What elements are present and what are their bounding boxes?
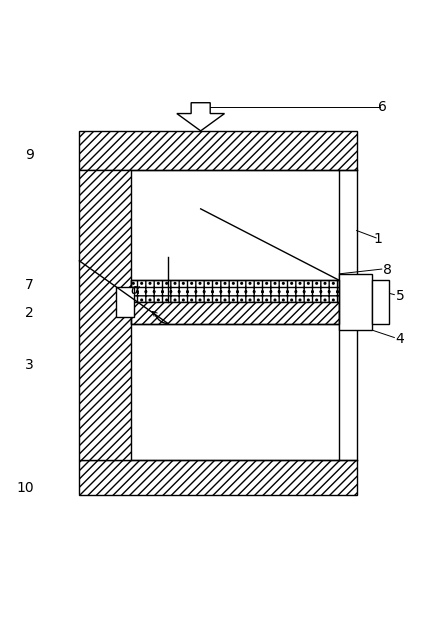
Text: 7: 7 bbox=[25, 278, 34, 292]
Bar bbox=[79, 460, 357, 495]
Bar bbox=[131, 280, 339, 324]
Polygon shape bbox=[177, 102, 225, 131]
Bar bbox=[116, 287, 133, 317]
Text: 8: 8 bbox=[382, 262, 392, 276]
Text: 1: 1 bbox=[374, 232, 383, 246]
Bar bbox=[372, 280, 389, 324]
Text: 3: 3 bbox=[25, 358, 34, 372]
Text: 2: 2 bbox=[25, 306, 34, 320]
Text: 6: 6 bbox=[378, 100, 387, 114]
Bar bbox=[79, 170, 131, 460]
Text: 10: 10 bbox=[17, 481, 34, 495]
Bar bbox=[131, 280, 339, 302]
Bar bbox=[131, 302, 339, 324]
Text: $\alpha$: $\alpha$ bbox=[130, 283, 141, 297]
Bar bbox=[79, 131, 357, 170]
Bar bbox=[339, 274, 372, 330]
Text: 4: 4 bbox=[395, 332, 404, 346]
Text: 5: 5 bbox=[395, 289, 404, 302]
Text: 9: 9 bbox=[25, 147, 34, 162]
